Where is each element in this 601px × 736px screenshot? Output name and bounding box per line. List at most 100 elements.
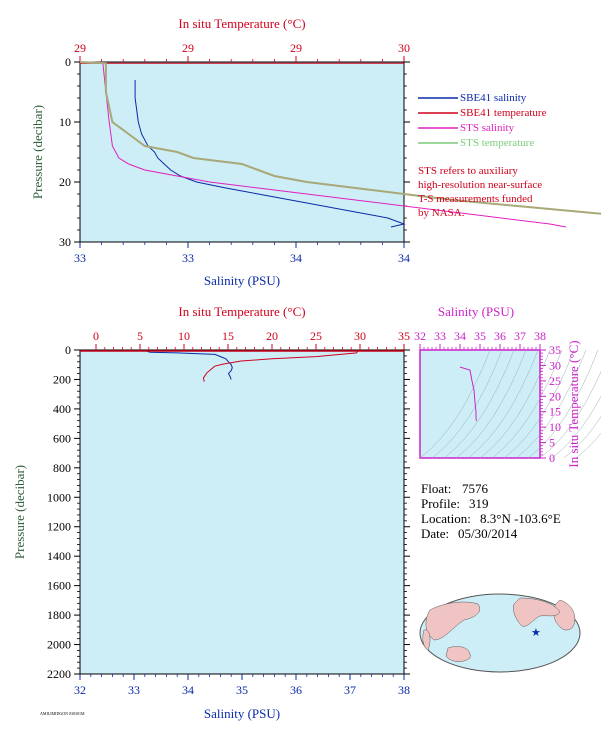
legend-label-sts-temperature: STS temperature: [460, 137, 534, 149]
legend-label-sts-salinity: STS salinity: [460, 122, 515, 134]
full-profile-pressure-tick-label-0: 0: [65, 343, 71, 357]
near-surface-salinity-axis-title: Salinity (PSU): [204, 273, 280, 288]
profile-value: 319: [469, 496, 489, 511]
full-profile-temp-axis-title: In situ Temperature (°C): [178, 304, 305, 319]
full-profile-bottom-tick-label-0: 32: [74, 683, 86, 697]
ts-isopycnal: [539, 371, 601, 459]
float-label: Float:: [421, 481, 451, 496]
full-profile-bottom-tick-label-2: 34: [182, 683, 194, 697]
full-profile-top-tick-label-0: 0: [93, 329, 99, 343]
ts-right-tick-label-1: 30: [549, 358, 561, 372]
ts-right-tick-label-4: 15: [549, 405, 561, 419]
full-profile-pressure-tick-label-3: 600: [53, 431, 71, 445]
map-land-north-america: [513, 597, 561, 627]
full-profile-top-tick-label-7: 35: [398, 329, 410, 343]
full-profile-pressure-tick-label-10: 2000: [47, 638, 71, 652]
footer-text: AMILIMIDGON 030301M: [40, 711, 85, 716]
ts-top-tick-label-1: 33: [434, 329, 446, 343]
ts-right-tick-label-2: 25: [549, 374, 561, 388]
ts-right-tick-label-5: 10: [549, 420, 561, 434]
ts-isopycnal: [575, 432, 601, 459]
map-land-australia: [445, 646, 471, 662]
near-surface-bottom-axis: 33 33 34 34: [74, 242, 410, 265]
near-surface-pressure-tick-label-0: 0: [65, 55, 71, 69]
legend-label-sbe41-salinity: SBE41 salinity: [460, 92, 527, 104]
full-profile-salinity-axis-title: Salinity (PSU): [204, 706, 280, 721]
sts-note-line-3: T-S measurements funded: [418, 193, 533, 205]
legend-label-sbe41-temperature: SBE41 temperature: [460, 107, 547, 119]
full-profile-series-1: [202, 350, 359, 382]
sts-note-line-2: high-resolution near-surface: [418, 179, 542, 191]
full-profile-pressure-tick-label-9: 1800: [47, 608, 71, 622]
ts-right-tick-label-6: 5: [549, 436, 555, 450]
ts-top-tick-label-2: 34: [454, 329, 466, 343]
near-surface-bottom-tick-label-0: 33: [74, 251, 86, 265]
location-label: Location:: [421, 511, 471, 526]
ts-series-0: [459, 366, 477, 422]
near-surface-panel: [79, 61, 405, 243]
ts-top-tick-label-4: 36: [494, 329, 506, 343]
ts-right-tick-label-0: 35: [549, 343, 561, 357]
ts-isopycnal: [515, 349, 587, 459]
near-surface-pressure-axis-title: Pressure (decibar): [30, 105, 45, 199]
date-label: Date:: [421, 526, 449, 541]
near-surface-top-tick-label-1: 29: [182, 41, 194, 55]
ts-diagram-panel: [419, 349, 541, 459]
near-surface-series-0: [134, 80, 406, 228]
ts-isopycnal-lines: [419, 349, 601, 459]
ts-right-tick-label-3: 20: [549, 389, 561, 403]
full-profile-lines: [80, 350, 404, 382]
ts-temp-axis-title: In situ Temperature (°C): [566, 340, 581, 467]
ts-lines: [459, 366, 477, 422]
full-profile-top-tick-label-3: 15: [222, 329, 234, 343]
full-profile-pressure-tick-label-7: 1400: [47, 549, 71, 563]
ts-isopycnal: [563, 416, 601, 459]
ts-isopycnal: [491, 349, 563, 459]
float-location-marker: ★: [531, 627, 541, 639]
full-profile-pressure-tick-label-5: 1000: [47, 490, 71, 504]
ts-isopycnal: [431, 349, 503, 459]
near-surface-series-2: [102, 61, 567, 228]
near-surface-temp-axis-title: In situ Temperature (°C): [178, 16, 305, 31]
full-profile-series-0: [144, 350, 233, 380]
full-profile-pressure-tick-label-4: 800: [53, 461, 71, 475]
near-surface-top-tick-label-2: 29: [290, 41, 302, 55]
map-land-africa: [422, 629, 431, 651]
sts-note: STS refers to auxiliary high-resolution …: [418, 165, 542, 219]
profile-label: Profile:: [421, 496, 460, 511]
ts-isopycnal: [419, 349, 491, 459]
near-surface-pressure-axis: 0 10 20 30: [59, 55, 410, 249]
full-profile-top-tick-label-6: 30: [354, 329, 366, 343]
full-profile-top-tick-label-2: 10: [178, 329, 190, 343]
ts-top-tick-label-0: 32: [414, 329, 426, 343]
full-profile-bottom-tick-label-3: 35: [236, 683, 248, 697]
full-profile-pressure-tick-label-6: 1200: [47, 520, 71, 534]
near-surface-pressure-tick-label-2: 20: [59, 175, 71, 189]
full-profile-pressure-tick-label-8: 1600: [47, 579, 71, 593]
ts-salinity-axis-title: Salinity (PSU): [438, 304, 514, 319]
ts-isopycnal: [551, 395, 601, 459]
near-surface-bottom-tick-label-3: 34: [398, 251, 410, 265]
near-surface-top-tick-label-0: 29: [74, 41, 86, 55]
ts-top-axis: 32 33 34 35 36 37 38: [414, 329, 546, 350]
date-value: 05/30/2014: [458, 526, 518, 541]
near-surface-top-axis: 29 29 29 30: [74, 41, 410, 62]
legend: SBE41 salinity SBE41 temperature STS sal…: [418, 92, 547, 149]
full-profile-top-tick-label-5: 25: [310, 329, 322, 343]
full-profile-top-tick-label-4: 20: [266, 329, 278, 343]
float-value: 7576: [462, 481, 489, 496]
full-profile-panel: [79, 349, 405, 675]
ts-top-tick-label-3: 35: [474, 329, 486, 343]
ts-isopycnal: [467, 349, 539, 459]
full-profile-pressure-tick-label-2: 400: [53, 402, 71, 416]
full-profile-pressure-axis-title: Pressure (decibar): [12, 465, 27, 559]
ts-top-tick-label-5: 37: [514, 329, 526, 343]
near-surface-pressure-tick-label-3: 30: [59, 235, 71, 249]
float-info: Float: 7576 Profile: 319 Location: 8.3°N…: [421, 481, 561, 541]
full-profile-top-tick-label-1: 5: [137, 329, 143, 343]
ts-isopycnal: [455, 349, 527, 459]
world-map: ★: [419, 593, 581, 673]
full-profile-bottom-axis: 32 33 34 35 36 37 38: [74, 674, 410, 697]
